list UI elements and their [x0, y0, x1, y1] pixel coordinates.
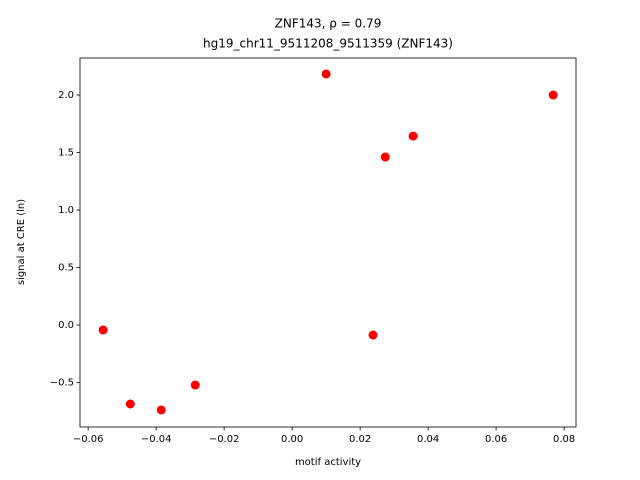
x-tick-label: −0.06 [73, 434, 104, 445]
y-tick-label: 0.5 [58, 263, 74, 274]
x-tick-label: 0.00 [281, 434, 303, 445]
x-tick-label: 0.02 [349, 434, 371, 445]
chart-subtitle: hg19_chr11_9511208_9511359 (ZNF143) [203, 37, 453, 51]
x-axis-label: motif activity [295, 457, 361, 468]
x-tick-label: −0.04 [141, 434, 172, 445]
point [190, 380, 200, 390]
point [408, 131, 418, 141]
x-tick-label: 0.08 [553, 434, 575, 445]
x-tick-label: 0.04 [417, 434, 439, 445]
y-tick-label: 2.0 [58, 90, 74, 101]
y-axis-label: signal at CRE (ln) [16, 199, 27, 285]
point [321, 69, 331, 79]
plot-frame [79, 57, 577, 428]
x-tick-label: 0.06 [485, 434, 507, 445]
x-tick-label: −0.02 [209, 434, 240, 445]
point [98, 325, 108, 335]
y-tick-label: −0.5 [50, 377, 74, 388]
point [380, 152, 390, 162]
y-tick-label: 1.0 [58, 205, 74, 216]
y-tick-label: 1.5 [58, 148, 74, 159]
y-tick-label: 0.0 [58, 320, 74, 331]
chart-title: ZNF143, ρ = 0.79 [275, 17, 382, 31]
point [125, 399, 135, 409]
point [156, 405, 166, 415]
point [368, 330, 378, 340]
point [548, 90, 558, 100]
